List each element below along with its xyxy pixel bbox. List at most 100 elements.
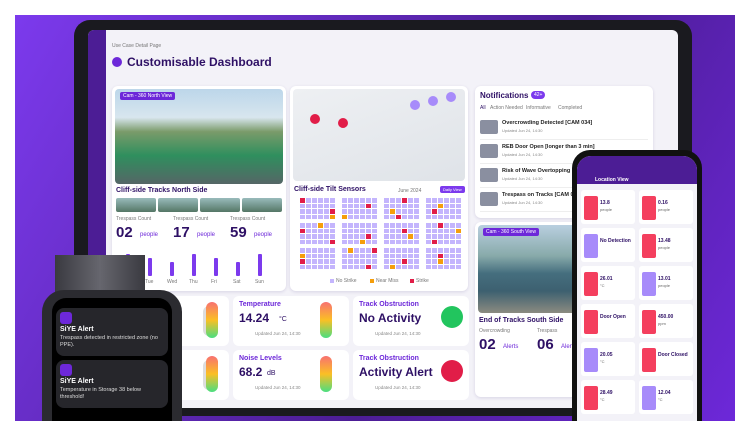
calendar-cell xyxy=(372,223,377,228)
calendar-cell xyxy=(426,203,431,208)
calendar-cell xyxy=(324,234,329,239)
calendar-cell xyxy=(444,198,449,203)
status-indicator xyxy=(441,360,463,382)
count-value: 02 xyxy=(116,224,133,241)
calendar-cell xyxy=(450,223,455,228)
calendar-cell xyxy=(312,264,317,269)
card-value: Door Closed xyxy=(658,352,688,358)
calendar-cell xyxy=(354,253,359,258)
calendar-cell xyxy=(324,209,329,214)
calendar-cell xyxy=(306,264,311,269)
calendar-cell xyxy=(402,234,407,239)
card-value: 13.48 xyxy=(658,238,671,244)
calendar-cell xyxy=(366,203,371,208)
calendar-cell xyxy=(450,259,455,264)
day-label: Sat xyxy=(233,279,241,285)
calendar-cell xyxy=(318,248,323,253)
notification-row[interactable] xyxy=(480,187,648,188)
calendar-cell xyxy=(360,209,365,214)
calendar-cell xyxy=(318,203,323,208)
calendar-cell xyxy=(360,248,365,253)
traffic-light xyxy=(320,302,332,338)
calendar-cell xyxy=(312,223,317,228)
calendar-cell xyxy=(342,214,347,219)
calendar-cell xyxy=(432,228,437,233)
calendar-cell xyxy=(438,198,443,203)
calendar-cell xyxy=(318,209,323,214)
map xyxy=(293,89,465,181)
notification-tab[interactable]: Informative xyxy=(526,105,551,111)
card-unit: °C xyxy=(600,283,605,288)
calendar-cell xyxy=(360,223,365,228)
notification-tab[interactable]: All xyxy=(480,105,486,111)
calendar-cell xyxy=(402,214,407,219)
calendar-cell xyxy=(414,203,419,208)
calendar-cell xyxy=(354,234,359,239)
card-icon xyxy=(642,272,656,296)
page-title: Customisable Dashboard xyxy=(127,55,272,69)
calendar-cell xyxy=(432,209,437,214)
calendar-cell xyxy=(438,234,443,239)
calendar-cell xyxy=(456,234,461,239)
calendar-cell xyxy=(342,223,347,228)
metric-value: No Activity xyxy=(359,311,422,325)
notifications-title: Notifications xyxy=(480,91,529,100)
calendar-cell xyxy=(366,214,371,219)
calendar-cell xyxy=(456,203,461,208)
calendar-cell xyxy=(384,228,389,233)
card-unit: people xyxy=(600,207,613,212)
status-indicator xyxy=(441,306,463,328)
notification-time: Updated Jun 24, 14:30 xyxy=(502,152,543,157)
notification-row[interactable] xyxy=(480,211,648,212)
card-unit: people xyxy=(658,207,671,212)
calendar-cell xyxy=(312,234,317,239)
map-marker xyxy=(446,92,456,102)
notification-tab[interactable]: Action Needed xyxy=(490,105,523,111)
card-unit: ppm xyxy=(658,321,666,326)
calendar-cell xyxy=(426,209,431,214)
calendar-cell xyxy=(354,264,359,269)
calendar-cell xyxy=(348,248,353,253)
phone-title: Location View xyxy=(595,177,629,183)
calendar-cell xyxy=(360,253,365,258)
notification-tab[interactable]: Completed xyxy=(558,105,583,111)
calendar-cell xyxy=(330,214,335,219)
calendar-cell xyxy=(414,239,419,244)
calendar-cell xyxy=(456,198,461,203)
card-icon xyxy=(584,310,598,334)
calendar-cell xyxy=(306,198,311,203)
calendar-cell xyxy=(414,248,419,253)
calendar-cell xyxy=(396,198,401,203)
calendar-cell xyxy=(324,253,329,258)
calendar-cell xyxy=(438,264,443,269)
calendar-cell xyxy=(306,253,311,258)
notification-row[interactable] xyxy=(480,163,648,164)
notification-icon xyxy=(480,192,498,206)
calendar-cell xyxy=(432,234,437,239)
calendar-cell xyxy=(306,228,311,233)
calendar-cell xyxy=(444,264,449,269)
back-button[interactable] xyxy=(112,57,122,67)
notification-row[interactable] xyxy=(480,139,648,140)
calendar-cell xyxy=(408,253,413,258)
calendar-cell xyxy=(444,234,449,239)
calendar-cell xyxy=(366,234,371,239)
calendar-cell xyxy=(324,228,329,233)
calendar-cell xyxy=(426,264,431,269)
calendar-cell xyxy=(354,223,359,228)
daily-view-button[interactable]: Daily View xyxy=(440,186,465,193)
thumbnail xyxy=(200,198,240,212)
calendar-cell xyxy=(426,228,431,233)
metric-updated: Updated Jun 24, 14:30 xyxy=(375,331,421,336)
card-icon xyxy=(584,272,598,296)
calendar-cell xyxy=(366,253,371,258)
bar-placeholder xyxy=(258,254,262,276)
calendar-cell xyxy=(366,198,371,203)
thumbnail xyxy=(116,198,156,212)
tilt-title: Cliff-side Tilt Sensors xyxy=(294,186,366,193)
calendar-cell xyxy=(414,214,419,219)
bar-placeholder xyxy=(214,258,218,276)
legend-swatch xyxy=(330,279,334,283)
calendar-cell xyxy=(330,228,335,233)
calendar-cell xyxy=(300,248,305,253)
